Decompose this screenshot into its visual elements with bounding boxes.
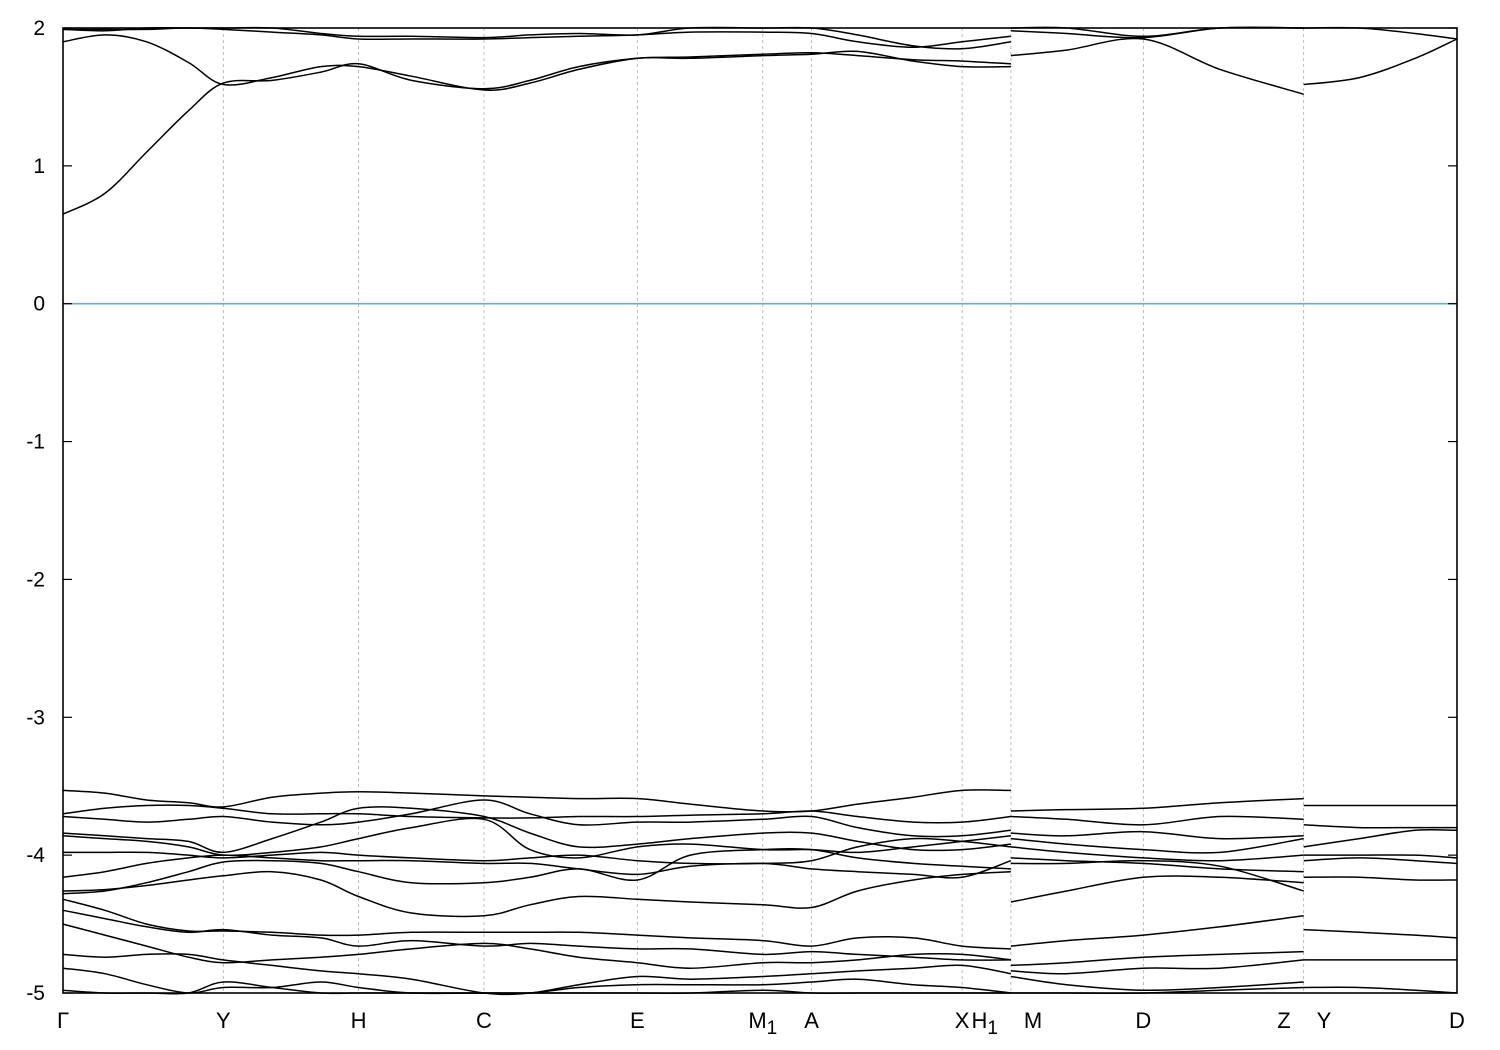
y-tick-label: 0 xyxy=(33,293,45,316)
band-2-7 xyxy=(1303,876,1458,881)
band-0-3 xyxy=(62,26,1012,50)
x-tick-label: H1 xyxy=(971,1008,997,1039)
band-1-10 xyxy=(1010,875,1304,903)
band-0-0 xyxy=(62,52,1011,215)
x-tick-label: D xyxy=(1449,1008,1465,1033)
band-1-5 xyxy=(1010,830,1304,840)
band-curves xyxy=(62,26,1458,996)
band-2-6 xyxy=(1303,857,1458,865)
x-tick-label: D xyxy=(1135,1008,1151,1033)
x-tick-label: Γ xyxy=(57,1008,69,1033)
x-tick-label: A xyxy=(804,1008,819,1033)
y-tick-label: 2 xyxy=(33,17,45,40)
kpoint-gridlines xyxy=(222,28,1305,993)
plot-frame xyxy=(62,27,1458,994)
x-tick-label: Y xyxy=(1317,1008,1332,1033)
band-0-4 xyxy=(62,789,1011,813)
x-axis-ticks: Γ Y H C E M1 A X H1 M D Z Y D xyxy=(57,1008,1465,1039)
band-1-13 xyxy=(1010,959,1304,975)
band-2-3 xyxy=(1303,828,1458,848)
y-tick-label: -1 xyxy=(26,431,45,454)
band-0-10 xyxy=(62,854,1012,879)
x-tick-label: M xyxy=(1024,1008,1042,1033)
band-1-11 xyxy=(1010,915,1304,947)
band-0-5 xyxy=(62,804,1011,824)
band-2-8 xyxy=(1303,928,1458,939)
band-2-0 xyxy=(1303,38,1458,86)
band-1-6 xyxy=(1010,837,1304,854)
x-tick-label: E xyxy=(630,1008,645,1033)
band-0-6 xyxy=(62,799,1011,838)
band-2-10 xyxy=(1303,986,1458,994)
band-0-17 xyxy=(62,967,1011,995)
band-1-14 xyxy=(1010,975,1304,992)
band-0-12 xyxy=(62,870,1011,918)
band-1-8 xyxy=(1010,857,1304,873)
band-0-8 xyxy=(62,817,1011,859)
band-0-15 xyxy=(62,923,1011,969)
band-0-13 xyxy=(62,898,1011,950)
band-0-1 xyxy=(62,34,1011,91)
y-tick-label: -5 xyxy=(26,982,45,1005)
band-2-5 xyxy=(1303,854,1458,859)
x-tick-label: H xyxy=(351,1008,367,1033)
band-1-7 xyxy=(1010,846,1304,862)
band-0-11 xyxy=(62,848,1011,895)
x-tick-label: Z xyxy=(1277,1008,1290,1033)
band-1-4 xyxy=(1010,815,1304,826)
band-1-12 xyxy=(1010,950,1304,967)
band-2-1 xyxy=(1303,26,1458,40)
y-tick-label: -2 xyxy=(26,568,45,591)
x-tick-label: Y xyxy=(216,1008,231,1033)
y-tick-label: -3 xyxy=(26,706,45,729)
band-1-3 xyxy=(1010,797,1304,812)
x-tick-label: M1 xyxy=(748,1008,777,1039)
y-tick-label: -4 xyxy=(26,844,45,867)
y-tick-label: 1 xyxy=(33,155,45,178)
band-1-0 xyxy=(1010,37,1304,95)
band-2-4 xyxy=(1303,824,1457,829)
x-tick-label: X xyxy=(955,1008,970,1033)
x-tick-label: C xyxy=(476,1008,492,1033)
band-0-14 xyxy=(62,909,1011,961)
band-0-9 xyxy=(63,837,1011,865)
band-0-16 xyxy=(62,953,1012,996)
band-0-7 xyxy=(62,806,1011,854)
y-axis-ticks: 2 1 0 -1 -2 -3 -4 -5 xyxy=(26,17,1457,1005)
band-1-9 xyxy=(1010,859,1304,892)
